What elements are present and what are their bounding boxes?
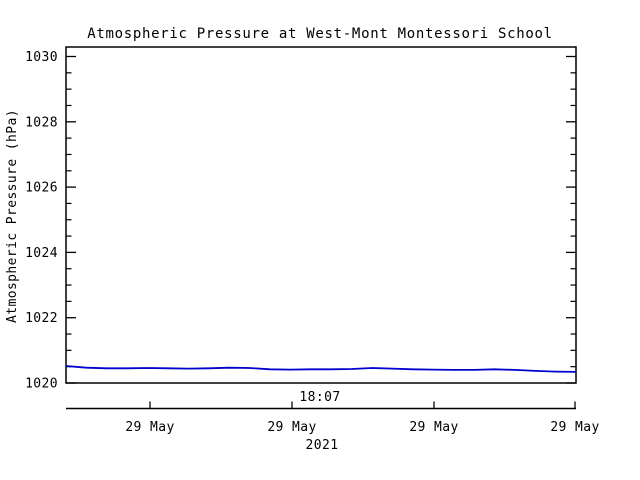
date-axis-tick-labels: 29 May 29 May 29 May 29 May (125, 420, 599, 435)
date-tick-label: 29 May (409, 420, 458, 435)
y-tick-label: 1022 (25, 311, 58, 326)
y-tick-label: 1028 (25, 115, 58, 130)
pressure-line-series (65, 365, 577, 373)
date-axis: 29 May 29 May 29 May 29 May 2021 (66, 401, 599, 453)
y-tick-label: 1020 (25, 377, 58, 392)
date-tick-label: 29 May (125, 420, 174, 435)
date-tick-label: 29 May (550, 420, 599, 435)
y-axis-ticks (66, 55, 576, 384)
date-axis-ticks (149, 401, 576, 409)
x-axis-time-label: 18:07 (299, 390, 340, 405)
y-axis-label: Atmospheric Pressure (hPa) (5, 109, 20, 323)
date-tick-label: 29 May (267, 420, 316, 435)
year-label: 2021 (306, 438, 339, 453)
y-tick-label: 1026 (25, 181, 58, 196)
y-axis-tick-labels: 1020 1022 1024 1026 1028 1030 (25, 50, 58, 392)
y-tick-label: 1030 (25, 50, 58, 65)
plot-area (65, 46, 577, 384)
chart-title: Atmospheric Pressure at West-Mont Montes… (87, 26, 553, 42)
y-tick-label: 1024 (25, 246, 58, 261)
